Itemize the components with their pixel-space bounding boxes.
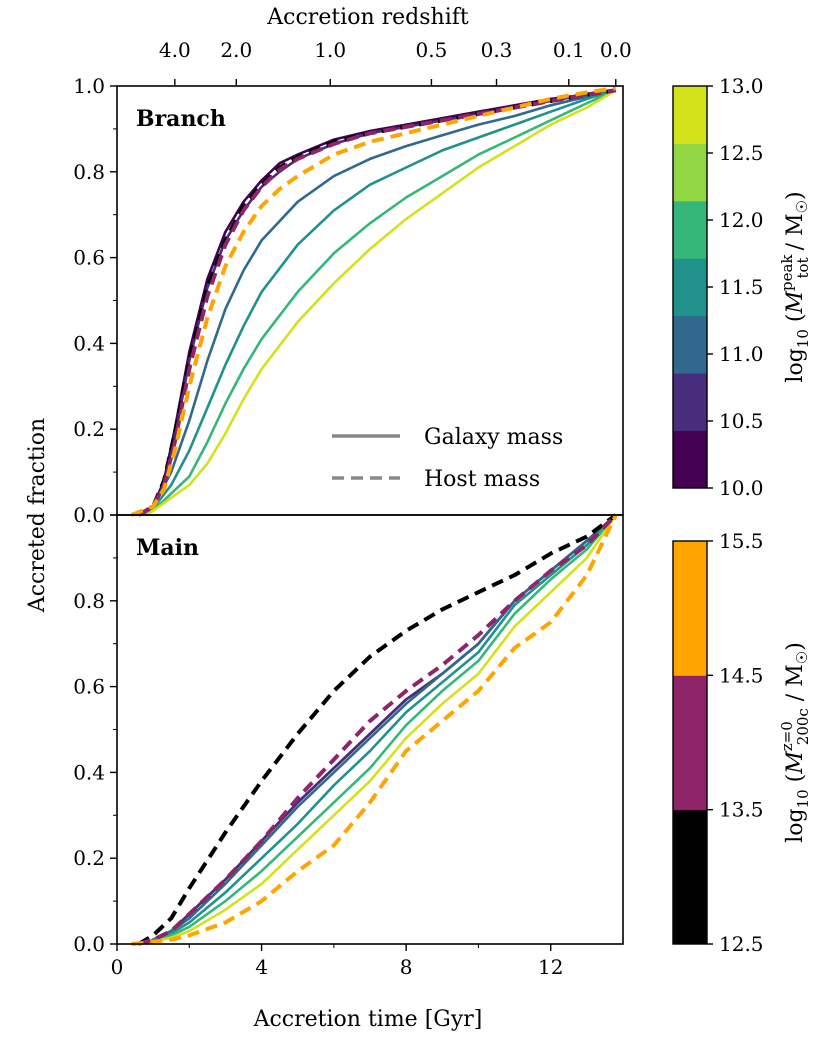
series-line-host-13-5-14-5 <box>137 88 617 517</box>
colorbar-tick-label: 12.5 <box>719 932 764 956</box>
series-line-host-14-5-15-5 <box>130 86 617 517</box>
colorbar-tick-label: 13.5 <box>719 798 764 822</box>
y-tick-label: 0.6 <box>73 675 105 699</box>
series-line-galaxy-12-5-13-0 <box>145 89 617 517</box>
colorbar-tick-label: 10.0 <box>719 476 764 500</box>
colorbar-segment <box>673 315 707 374</box>
top-axis: Accretion redshift 4.0 2.0 1.0 0.5 0.3 0.1 0.0 <box>159 5 632 86</box>
top-tick-label: 1.0 <box>314 38 346 62</box>
legend-entry-host-mass: Host mass <box>424 467 540 492</box>
colorbar-label-sub: 200c <box>794 708 812 745</box>
colorbar-label-sup: peak <box>778 254 796 291</box>
colorbar-label-sup: z=0 <box>778 721 796 751</box>
top-tick-label: 0.3 <box>481 38 513 62</box>
colorbar-label-sun: ☉ <box>793 651 811 664</box>
colorbar-tick-label: 12.5 <box>719 141 764 165</box>
y-tick-label: 0.0 <box>73 932 105 956</box>
series-line-galaxy-11-5-12-0 <box>145 89 617 516</box>
colorbar-tick-label: 11.5 <box>719 275 764 299</box>
colorbar-label-sub: tot <box>794 257 812 278</box>
series-line-galaxy-12-0-12-5 <box>145 89 617 517</box>
y-tick-label: 1.0 <box>73 74 105 98</box>
x-tick-label: 12 <box>538 955 563 979</box>
series-line-host-12-5-13-5 <box>137 513 617 946</box>
legend-entry-galaxy-mass: Galaxy mass <box>424 425 563 450</box>
colorbar-segment <box>673 541 707 676</box>
y-tick-label: 0.4 <box>73 760 105 784</box>
colorbar-segment <box>673 200 707 259</box>
series-group <box>131 513 618 946</box>
colorbar-segment <box>673 258 707 317</box>
series-group <box>130 86 617 517</box>
colorbar-segment <box>673 675 707 811</box>
top-tick-label: 0.0 <box>600 38 632 62</box>
colorbar-segment <box>673 86 707 144</box>
colorbar-segment <box>673 143 707 202</box>
series-line-host-14-5-15-5 <box>131 514 618 946</box>
series-line-host-12-5-13-5 <box>137 88 617 517</box>
colorbar-tick-label: 12.0 <box>719 208 764 232</box>
colorbar-label-open: ( <box>783 774 808 790</box>
colorbar-label-m: M <box>783 291 808 315</box>
colorbar-label: log10 (Mz=0200c / M☉) <box>778 642 812 843</box>
y-tick-label: 0.4 <box>73 331 105 355</box>
top-tick-label: 0.1 <box>553 38 585 62</box>
series-line-galaxy-12-5-13-0 <box>145 514 617 946</box>
colorbar-label-m: M <box>783 751 808 775</box>
top-tick-label: 2.0 <box>220 38 252 62</box>
branch-panel: 0.0 0.2 0.4 0.6 0.8 1.0 Branch <box>73 74 624 527</box>
series-line-galaxy-12-0-12-5 <box>145 514 617 946</box>
host-mass-colorbar: 12.5 13.5 14.5 15.5 log10 (Mz=0200c / M☉) <box>672 529 812 956</box>
colorbar-label-unit: / M <box>783 664 808 708</box>
colorbar-label-sun: ☉ <box>793 200 811 213</box>
series-line-galaxy-11-0-11-5 <box>144 89 617 516</box>
colorbar-segment <box>673 430 707 489</box>
y-tick-label: 0.8 <box>73 589 105 613</box>
colorbar-tick-label: 14.5 <box>719 663 764 687</box>
colorbar-tick-label: 13.0 <box>719 74 764 98</box>
colorbar-frame <box>672 540 708 945</box>
x-tick-label: 0 <box>111 955 124 979</box>
colorbar-label: log10 (Mpeaktot / M☉) <box>778 191 812 382</box>
galaxy-mass-colorbar: 10.0 10.5 11.0 11.5 12.0 12.5 13.0 log10 (Mpeak… <box>672 74 812 500</box>
y-tick-label: 0.6 <box>73 246 105 270</box>
colorbar-tick-label: 10.5 <box>719 409 764 433</box>
x-tick-label: 4 <box>255 955 268 979</box>
main-panel: 0.0 0.2 0.4 0.6 0.8 Main 0 4 8 12 <box>73 513 624 979</box>
colorbar-label-unit: / M <box>783 213 808 257</box>
colorbar-label-base: 10 <box>794 329 812 348</box>
plot-frame <box>116 85 624 516</box>
legend: Galaxy mass Host mass <box>332 425 563 492</box>
x-tick-label: 8 <box>400 955 413 979</box>
y-tick-label: 0.2 <box>73 846 105 870</box>
colorbar-label-open: ( <box>783 314 808 330</box>
top-tick-label: 4.0 <box>159 38 191 62</box>
top-axis-label: Accretion redshift <box>266 5 469 30</box>
y-tick-label: 0.8 <box>73 160 105 184</box>
y-axis-label: Accreted fraction <box>25 418 50 613</box>
y-tick-label: 0.0 <box>73 503 105 527</box>
colorbar-segment <box>673 373 707 432</box>
colorbar-label-log: log <box>783 348 808 382</box>
colorbar-tick-label: 11.0 <box>719 342 764 366</box>
series-line-host-13-5-14-5 <box>138 513 618 946</box>
series-line-galaxy-11-5-12-0 <box>145 514 617 946</box>
panel-label: Main <box>136 535 199 561</box>
colorbar-label-close: ) <box>783 642 808 651</box>
colorbar-segment <box>673 809 707 945</box>
panel-label: Branch <box>136 106 226 132</box>
colorbar-tick-label: 15.5 <box>719 529 764 553</box>
x-axis-label: Accretion time [Gyr] <box>253 1007 483 1032</box>
colorbar-label-close: ) <box>783 191 808 200</box>
colorbar-label-base: 10 <box>794 789 812 808</box>
series-line-galaxy-10-0-10-5 <box>141 89 616 517</box>
top-tick-label: 0.5 <box>416 38 448 62</box>
colorbar-label-log: log <box>783 808 808 842</box>
y-tick-label: 0.2 <box>73 417 105 441</box>
